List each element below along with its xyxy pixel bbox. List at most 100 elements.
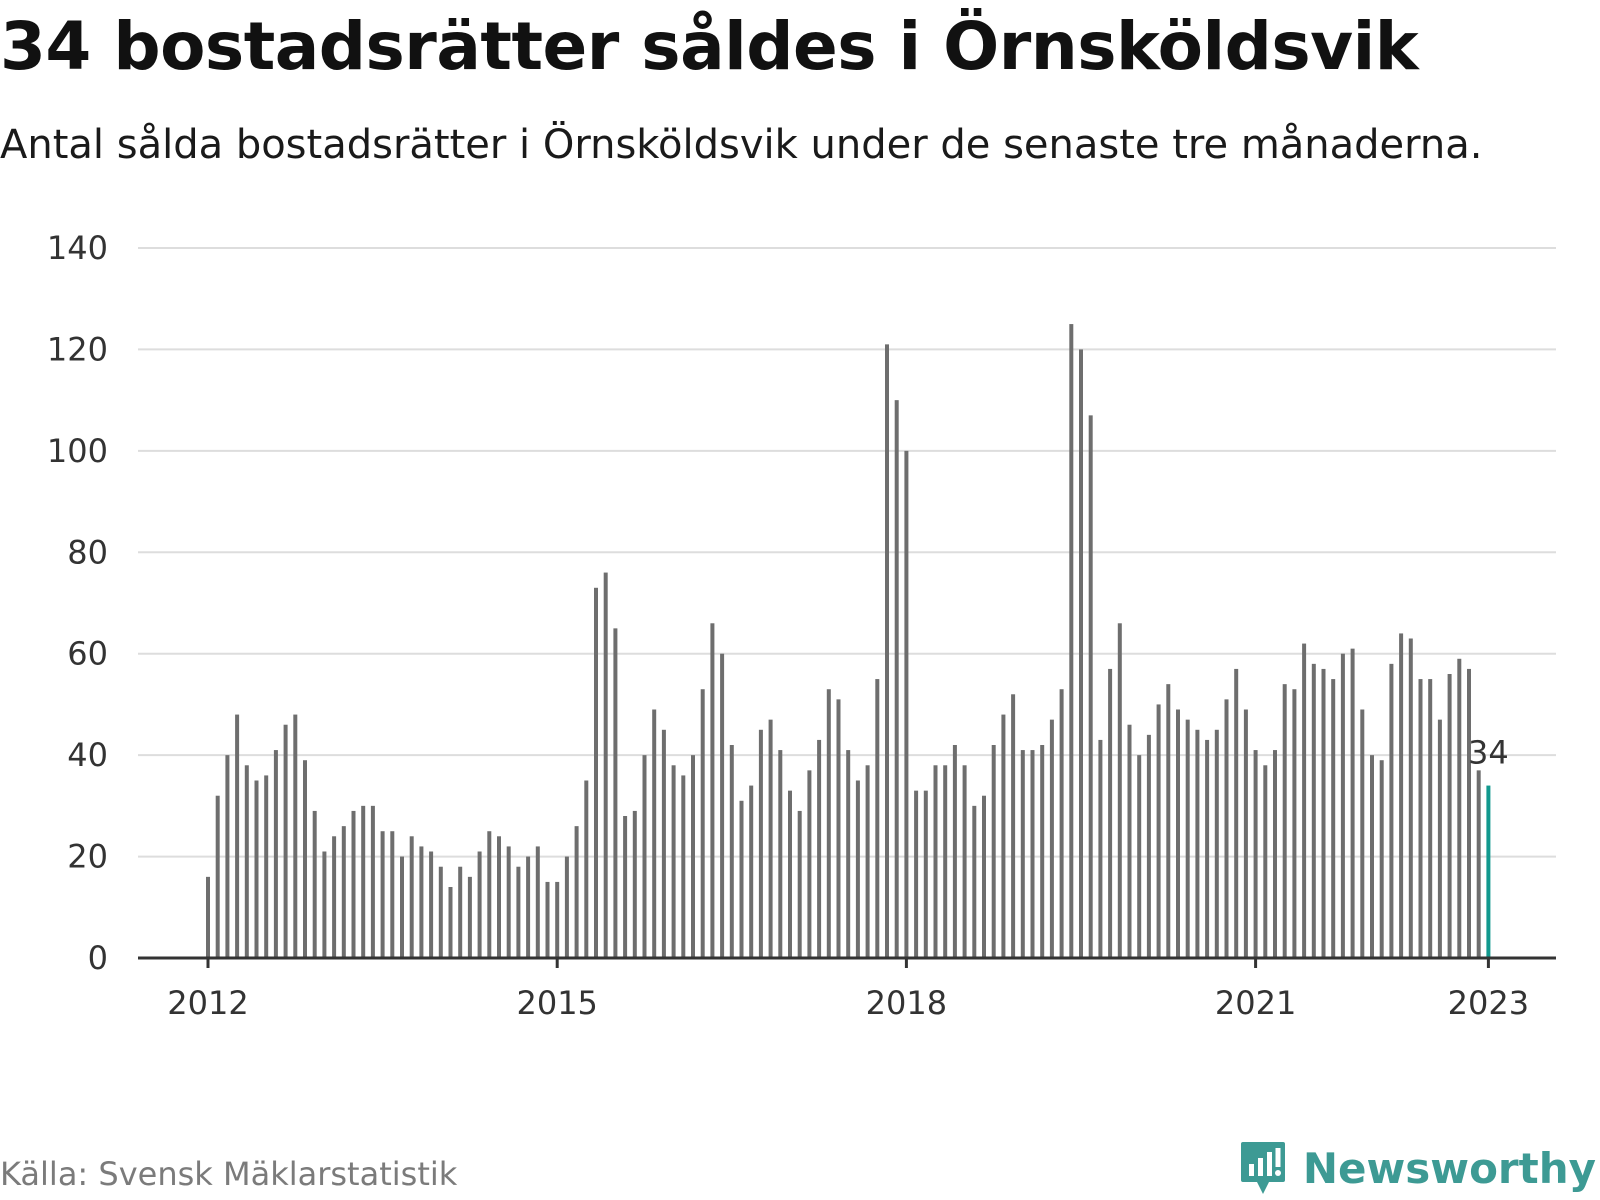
- bar[interactable]: [1176, 709, 1180, 959]
- bar[interactable]: [1360, 709, 1365, 959]
- bar[interactable]: [341, 826, 346, 958]
- bar[interactable]: [904, 450, 909, 958]
- bar[interactable]: [293, 714, 298, 958]
- bar[interactable]: [1146, 734, 1151, 958]
- bar[interactable]: [758, 729, 763, 958]
- bar[interactable]: [564, 856, 569, 958]
- bar[interactable]: [312, 810, 317, 958]
- bar[interactable]: [1447, 674, 1452, 958]
- brand-logo[interactable]: Newsworthy: [1239, 1140, 1596, 1196]
- bar[interactable]: [273, 750, 278, 958]
- bar[interactable]: [497, 836, 501, 958]
- bar[interactable]: [1185, 719, 1190, 958]
- bar[interactable]: [855, 780, 860, 959]
- bar[interactable]: [574, 826, 579, 958]
- bar[interactable]: [555, 881, 560, 958]
- bar[interactable]: [1040, 745, 1045, 958]
- bar[interactable]: [458, 866, 463, 958]
- bar[interactable]: [1263, 765, 1268, 958]
- bar[interactable]: [400, 856, 404, 958]
- bar[interactable]: [710, 623, 715, 958]
- bar[interactable]: [807, 770, 812, 958]
- bar[interactable]: [244, 765, 249, 958]
- bar[interactable]: [584, 780, 589, 959]
- bar-latest[interactable]: [1486, 785, 1491, 958]
- bar[interactable]: [943, 765, 948, 958]
- bar[interactable]: [1020, 750, 1025, 958]
- bar[interactable]: [1108, 668, 1113, 958]
- bar[interactable]: [264, 775, 269, 958]
- bar[interactable]: [206, 876, 210, 958]
- bar[interactable]: [1331, 679, 1336, 958]
- bar[interactable]: [254, 780, 259, 959]
- bar[interactable]: [1098, 739, 1103, 958]
- bar[interactable]: [594, 587, 598, 958]
- bar[interactable]: [1418, 679, 1423, 958]
- bar[interactable]: [846, 750, 851, 958]
- bar[interactable]: [1156, 704, 1161, 958]
- bar[interactable]: [322, 851, 327, 959]
- bar[interactable]: [797, 810, 802, 958]
- bar[interactable]: [1389, 663, 1394, 958]
- bar[interactable]: [875, 679, 880, 958]
- bar[interactable]: [516, 866, 521, 958]
- bar[interactable]: [826, 689, 831, 958]
- bar[interactable]: [1137, 755, 1142, 958]
- bar[interactable]: [1069, 324, 1074, 958]
- bar[interactable]: [1127, 724, 1132, 958]
- bar[interactable]: [817, 739, 822, 958]
- bar[interactable]: [419, 846, 424, 958]
- bar[interactable]: [1321, 668, 1326, 958]
- bar[interactable]: [370, 805, 375, 958]
- bar[interactable]: [952, 745, 957, 958]
- bar[interactable]: [1049, 719, 1054, 958]
- bar[interactable]: [429, 851, 434, 959]
- bar[interactable]: [1467, 668, 1471, 958]
- bar[interactable]: [652, 709, 657, 959]
- bar[interactable]: [1011, 694, 1016, 958]
- bar[interactable]: [1370, 755, 1374, 958]
- bar[interactable]: [982, 795, 986, 958]
- bar[interactable]: [1001, 714, 1006, 958]
- bar[interactable]: [729, 745, 734, 958]
- bar[interactable]: [885, 344, 889, 958]
- bar[interactable]: [1079, 349, 1083, 958]
- bar[interactable]: [438, 866, 443, 958]
- bar[interactable]: [1224, 699, 1229, 958]
- bar[interactable]: [1030, 750, 1035, 958]
- bar[interactable]: [632, 810, 637, 958]
- bar[interactable]: [972, 805, 977, 958]
- bar[interactable]: [1243, 709, 1248, 959]
- bar[interactable]: [1273, 750, 1277, 958]
- bar[interactable]: [1195, 729, 1200, 958]
- bar[interactable]: [894, 400, 899, 959]
- bar[interactable]: [526, 856, 531, 958]
- bar[interactable]: [1457, 658, 1462, 958]
- bar[interactable]: [225, 755, 230, 958]
- bar[interactable]: [933, 765, 938, 958]
- bar[interactable]: [914, 790, 919, 958]
- bar[interactable]: [1408, 638, 1413, 959]
- bar[interactable]: [1311, 663, 1316, 958]
- bar[interactable]: [477, 851, 482, 959]
- bar[interactable]: [1166, 684, 1171, 958]
- bar[interactable]: [1399, 633, 1404, 958]
- bar[interactable]: [332, 836, 337, 958]
- bar[interactable]: [535, 846, 540, 958]
- bar[interactable]: [390, 831, 395, 958]
- bar[interactable]: [467, 876, 472, 958]
- bar[interactable]: [603, 572, 608, 958]
- bar[interactable]: [661, 729, 666, 958]
- bar[interactable]: [1253, 750, 1258, 958]
- bar[interactable]: [448, 887, 453, 958]
- bar[interactable]: [1428, 679, 1433, 958]
- bar[interactable]: [623, 816, 628, 958]
- bar[interactable]: [700, 689, 705, 958]
- bar[interactable]: [1292, 689, 1297, 958]
- bar[interactable]: [283, 724, 288, 958]
- bar[interactable]: [1117, 623, 1122, 958]
- bar[interactable]: [1340, 653, 1345, 958]
- bar[interactable]: [749, 785, 754, 958]
- bar[interactable]: [991, 745, 996, 958]
- bar[interactable]: [1282, 684, 1287, 958]
